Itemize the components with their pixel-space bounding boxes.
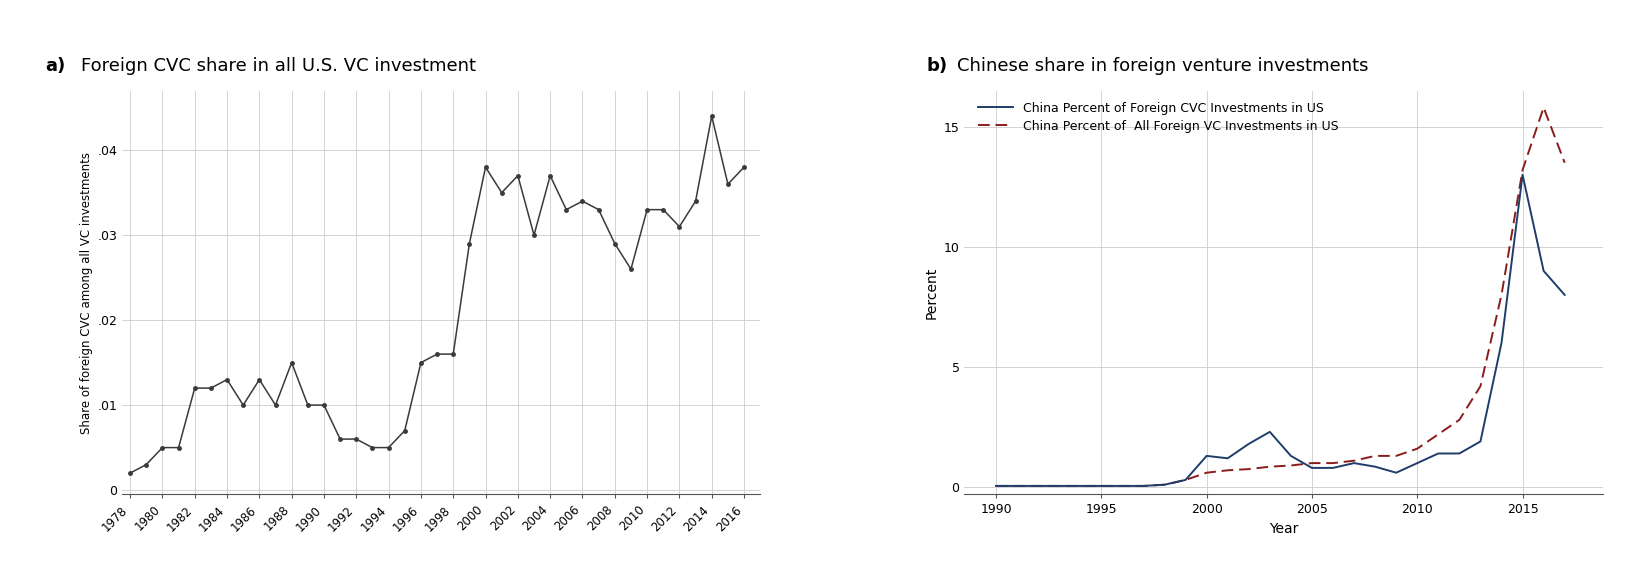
China Percent of  All Foreign VC Investments in US [986, 483, 1005, 490]
China Percent of  All Foreign VC Investments in US [1302, 460, 1321, 467]
China Percent of  All Foreign VC Investments in US [1113, 483, 1132, 490]
China Percent of  All Foreign VC Investments in US [1092, 483, 1111, 490]
China Percent of  All Foreign VC Investments in US [1365, 452, 1385, 459]
China Percent of  All Foreign VC Investments in US [1471, 383, 1490, 390]
China Percent of  All Foreign VC Investments in US [1219, 467, 1238, 474]
China Percent of Foreign CVC Investments in US [1386, 469, 1406, 476]
Legend: China Percent of Foreign CVC Investments in US, China Percent of  All Foreign VC: China Percent of Foreign CVC Investments… [973, 97, 1344, 137]
China Percent of Foreign CVC Investments in US [1471, 438, 1490, 445]
China Percent of  All Foreign VC Investments in US [1534, 104, 1554, 111]
Text: b): b) [926, 57, 947, 74]
China Percent of  All Foreign VC Investments in US [1323, 460, 1342, 467]
China Percent of  All Foreign VC Investments in US [1407, 445, 1427, 452]
Text: Foreign CVC share in all U.S. VC investment: Foreign CVC share in all U.S. VC investm… [81, 57, 475, 74]
Line: China Percent of  All Foreign VC Investments in US: China Percent of All Foreign VC Investme… [996, 108, 1565, 486]
China Percent of Foreign CVC Investments in US [1555, 291, 1575, 298]
China Percent of Foreign CVC Investments in US [1344, 460, 1363, 467]
China Percent of Foreign CVC Investments in US [986, 483, 1005, 490]
Y-axis label: Share of foreign CVC among all VC investments: Share of foreign CVC among all VC invest… [80, 152, 93, 433]
China Percent of Foreign CVC Investments in US [1219, 455, 1238, 462]
China Percent of  All Foreign VC Investments in US [1197, 469, 1217, 476]
China Percent of  All Foreign VC Investments in US [1176, 476, 1196, 483]
China Percent of Foreign CVC Investments in US [1113, 483, 1132, 490]
China Percent of Foreign CVC Investments in US [1071, 483, 1090, 490]
China Percent of  All Foreign VC Investments in US [1028, 483, 1048, 490]
China Percent of Foreign CVC Investments in US [1259, 428, 1279, 435]
Text: Chinese share in foreign venture investments: Chinese share in foreign venture investm… [957, 57, 1368, 74]
China Percent of  All Foreign VC Investments in US [1492, 291, 1511, 298]
China Percent of Foreign CVC Investments in US [1007, 483, 1027, 490]
China Percent of Foreign CVC Investments in US [1302, 464, 1321, 472]
China Percent of Foreign CVC Investments in US [1028, 483, 1048, 490]
China Percent of  All Foreign VC Investments in US [1280, 462, 1300, 469]
China Percent of Foreign CVC Investments in US [1092, 483, 1111, 490]
China Percent of Foreign CVC Investments in US [1323, 464, 1342, 472]
X-axis label: Year: Year [1269, 522, 1298, 536]
China Percent of Foreign CVC Investments in US [1429, 450, 1448, 457]
China Percent of Foreign CVC Investments in US [1240, 441, 1259, 448]
China Percent of  All Foreign VC Investments in US [1134, 483, 1154, 490]
China Percent of  All Foreign VC Investments in US [1429, 431, 1448, 438]
China Percent of  All Foreign VC Investments in US [1259, 463, 1279, 470]
China Percent of  All Foreign VC Investments in US [1007, 483, 1027, 490]
China Percent of  All Foreign VC Investments in US [1049, 483, 1069, 490]
China Percent of Foreign CVC Investments in US [1155, 481, 1175, 488]
China Percent of  All Foreign VC Investments in US [1513, 167, 1533, 174]
China Percent of Foreign CVC Investments in US [1365, 463, 1385, 470]
China Percent of Foreign CVC Investments in US [1176, 476, 1196, 483]
China Percent of Foreign CVC Investments in US [1049, 483, 1069, 490]
China Percent of Foreign CVC Investments in US [1407, 460, 1427, 467]
China Percent of  All Foreign VC Investments in US [1386, 452, 1406, 459]
Line: China Percent of Foreign CVC Investments in US: China Percent of Foreign CVC Investments… [996, 175, 1565, 486]
China Percent of  All Foreign VC Investments in US [1450, 417, 1469, 424]
China Percent of Foreign CVC Investments in US [1450, 450, 1469, 457]
China Percent of  All Foreign VC Investments in US [1344, 457, 1363, 464]
China Percent of  All Foreign VC Investments in US [1155, 481, 1175, 488]
China Percent of Foreign CVC Investments in US [1197, 452, 1217, 459]
Y-axis label: Percent: Percent [924, 266, 939, 319]
China Percent of Foreign CVC Investments in US [1513, 171, 1533, 178]
China Percent of Foreign CVC Investments in US [1280, 452, 1300, 459]
Text: a): a) [46, 57, 65, 74]
China Percent of Foreign CVC Investments in US [1134, 483, 1154, 490]
China Percent of Foreign CVC Investments in US [1492, 339, 1511, 346]
China Percent of  All Foreign VC Investments in US [1071, 483, 1090, 490]
China Percent of Foreign CVC Investments in US [1534, 267, 1554, 274]
China Percent of  All Foreign VC Investments in US [1240, 466, 1259, 473]
China Percent of  All Foreign VC Investments in US [1555, 159, 1575, 166]
